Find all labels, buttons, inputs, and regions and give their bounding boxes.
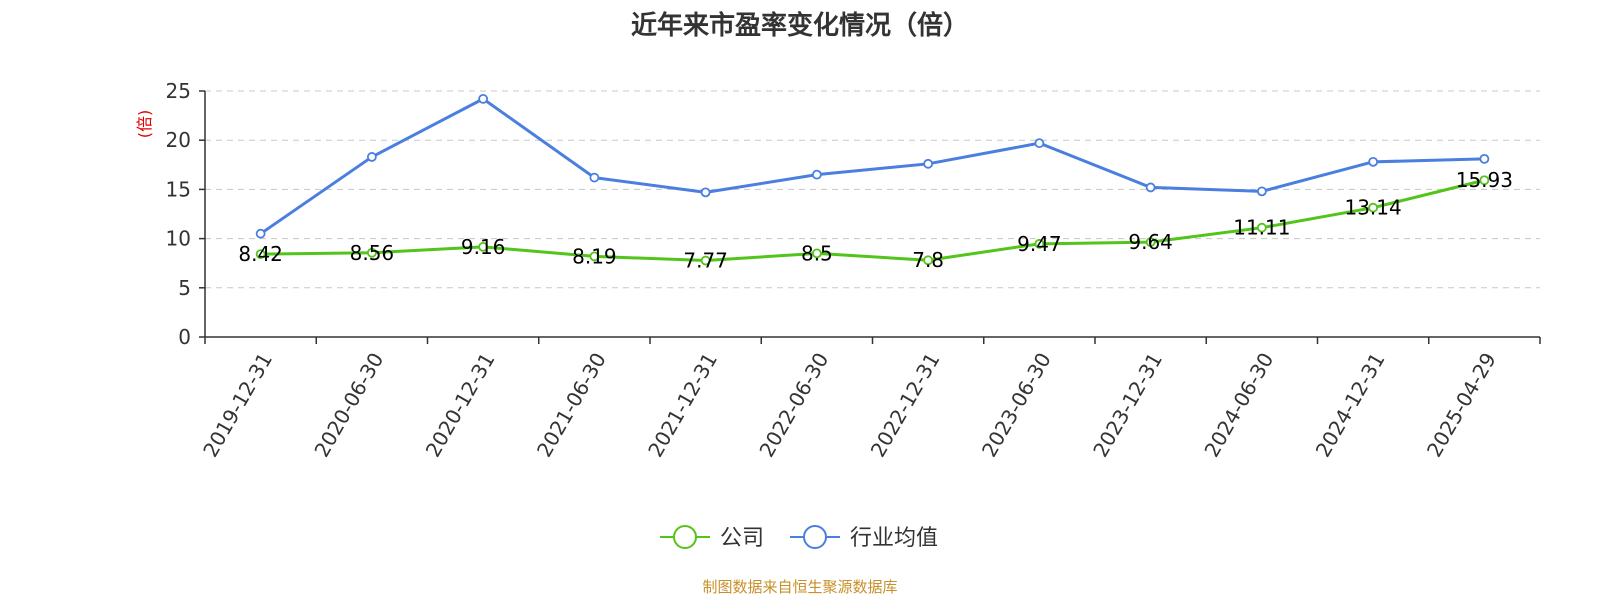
data-label: 7.77 — [683, 249, 728, 273]
axes: 0 5 10 15 20 25 2019-12-31 2020-06-30 2020-12-31… — [166, 79, 1541, 462]
data-point — [1034, 138, 1045, 149]
data-point — [255, 249, 266, 260]
x-tick-label: 2021-06-30 — [532, 349, 611, 462]
legend: 公司 行业均值 — [660, 525, 938, 551]
data-point — [1145, 237, 1156, 248]
legend-marker-0 — [673, 525, 697, 549]
x-tick-label: 2022-06-30 — [754, 349, 833, 462]
chart-title: 近年来市盈率变化情况（倍） — [631, 10, 969, 41]
data-point — [1479, 153, 1490, 164]
series-line-1 — [259, 97, 1485, 235]
data-label: 11.11 — [1233, 216, 1290, 240]
data-point — [1256, 222, 1267, 233]
data-point — [811, 248, 822, 259]
data-label: 15.93 — [1456, 168, 1513, 192]
data-point — [1479, 175, 1490, 186]
data-point — [1256, 186, 1267, 197]
data-point — [700, 187, 711, 198]
y-tick-label: 20 — [166, 128, 191, 152]
data-label: 8.56 — [350, 241, 395, 265]
gridlines — [205, 90, 1540, 289]
data-point — [923, 255, 934, 266]
x-tick-label: 2019-12-31 — [198, 349, 277, 462]
y-tick-label: 25 — [166, 79, 191, 103]
data-point — [589, 251, 600, 262]
source-note: 制图数据来自恒生聚源数据库 — [702, 578, 897, 596]
data-point — [700, 255, 711, 266]
data-point — [255, 228, 266, 239]
data-label: 13.14 — [1344, 196, 1401, 220]
data-label: 8.42 — [238, 242, 283, 266]
x-tick-label: 2023-06-30 — [977, 349, 1056, 462]
series-group: 8.42 8.56 9.16 8.19 7.77 8.5 7.8 9.47 9.64 11.11 1… — [238, 93, 1513, 273]
data-label: 9.47 — [1017, 232, 1062, 256]
data-point — [811, 169, 822, 180]
x-tick-label: 2022-12-31 — [866, 349, 945, 462]
y-tick-label: 10 — [166, 227, 191, 251]
data-point — [1368, 202, 1379, 213]
x-tick-label: 2024-12-31 — [1311, 349, 1390, 462]
data-point — [1145, 182, 1156, 193]
data-point — [478, 93, 489, 104]
data-label: 8.5 — [801, 241, 833, 265]
data-point — [923, 158, 934, 169]
data-label: 9.64 — [1128, 230, 1173, 254]
x-tick-label: 2020-06-30 — [309, 349, 388, 462]
data-point — [1368, 156, 1379, 167]
series-line-0 — [260, 178, 1485, 263]
data-point — [366, 247, 377, 258]
data-label: 7.8 — [912, 248, 944, 272]
x-tick-label: 2020-12-31 — [421, 349, 500, 462]
data-point — [366, 152, 377, 162]
data-label: 8.19 — [572, 244, 617, 268]
legend-marker-1 — [803, 525, 827, 549]
y-tick-label: 5 — [178, 276, 191, 300]
data-point — [1034, 238, 1045, 249]
data-point — [589, 172, 600, 183]
y-axis-label: (倍) — [135, 110, 154, 139]
x-tick-label: 2023-12-31 — [1088, 349, 1167, 462]
y-tick-label: 15 — [166, 177, 191, 201]
x-tick-label: 2024-06-30 — [1199, 349, 1278, 462]
x-tick-label: 2025-04-29 — [1422, 349, 1501, 462]
x-tick-label: 2021-12-31 — [643, 349, 722, 462]
y-tick-label: 0 — [178, 325, 191, 349]
legend-label-0: 公司 — [720, 526, 764, 551]
legend-label-1: 行业均值 — [850, 526, 938, 551]
data-point — [478, 241, 489, 252]
data-label: 9.16 — [461, 235, 506, 259]
